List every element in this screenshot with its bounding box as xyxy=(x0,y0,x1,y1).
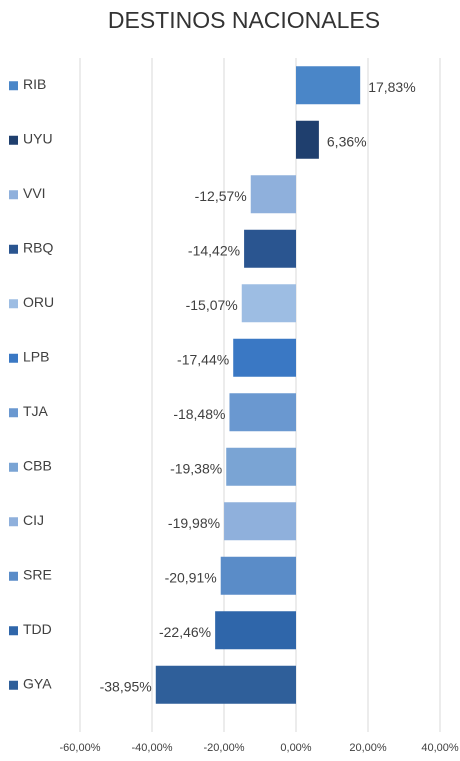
y-tick-label: GYA xyxy=(23,675,52,691)
bar xyxy=(155,665,296,704)
bar xyxy=(250,175,296,214)
bar xyxy=(296,120,319,159)
bar xyxy=(229,393,296,432)
bar xyxy=(241,284,296,323)
data-label: -22,46% xyxy=(159,624,211,640)
x-tick-label: -60,00% xyxy=(60,742,101,754)
data-label: -19,38% xyxy=(170,460,222,476)
data-label: -17,44% xyxy=(177,351,229,367)
data-label: -12,57% xyxy=(195,188,247,204)
x-tick-label: 0,00% xyxy=(280,742,311,754)
x-tick-label: -20,00% xyxy=(204,742,245,754)
bar xyxy=(224,502,296,541)
chart-title: DESTINOS NACIONALES xyxy=(108,7,380,33)
legend-swatch xyxy=(9,571,18,581)
y-tick-label: TDD xyxy=(23,621,52,637)
legend-swatch xyxy=(9,680,18,690)
y-tick-label: CBB xyxy=(23,457,52,473)
data-label: -38,95% xyxy=(100,678,152,694)
legend-swatch xyxy=(9,353,18,363)
y-tick-label: RIB xyxy=(23,76,46,92)
legend-swatch xyxy=(9,190,18,200)
bar xyxy=(226,447,296,486)
legend-swatch xyxy=(9,517,18,527)
legend-swatch xyxy=(9,81,18,91)
y-tick-label: ORU xyxy=(23,294,54,310)
y-tick-label: LPB xyxy=(23,348,49,364)
legend-swatch xyxy=(9,462,18,472)
legend-swatch xyxy=(9,299,18,309)
data-label: -15,07% xyxy=(186,297,238,313)
y-tick-label: UYU xyxy=(23,130,53,146)
data-label: -14,42% xyxy=(188,242,240,258)
x-tick-label: 40,00% xyxy=(421,742,459,754)
data-label: 6,36% xyxy=(327,133,367,149)
y-tick-label: RBQ xyxy=(23,239,53,255)
legend-swatch xyxy=(9,244,18,254)
y-tick-label: VVI xyxy=(23,185,46,201)
bar xyxy=(220,556,296,595)
y-tick-label: CIJ xyxy=(23,512,44,528)
bar xyxy=(233,338,296,377)
bar xyxy=(215,611,296,650)
x-tick-label: 20,00% xyxy=(349,742,387,754)
data-label: -20,91% xyxy=(165,569,217,585)
legend-swatch xyxy=(9,626,18,636)
x-tick-label: -40,00% xyxy=(132,742,173,754)
data-label: 17,83% xyxy=(368,79,415,95)
data-label: -19,98% xyxy=(168,515,220,531)
y-tick-label: SRE xyxy=(23,566,52,582)
y-tick-label: TJA xyxy=(23,403,49,419)
bar xyxy=(244,229,296,268)
legend-swatch xyxy=(9,135,18,145)
bar xyxy=(296,66,361,105)
legend-swatch xyxy=(9,408,18,418)
data-label: -18,48% xyxy=(173,406,225,422)
